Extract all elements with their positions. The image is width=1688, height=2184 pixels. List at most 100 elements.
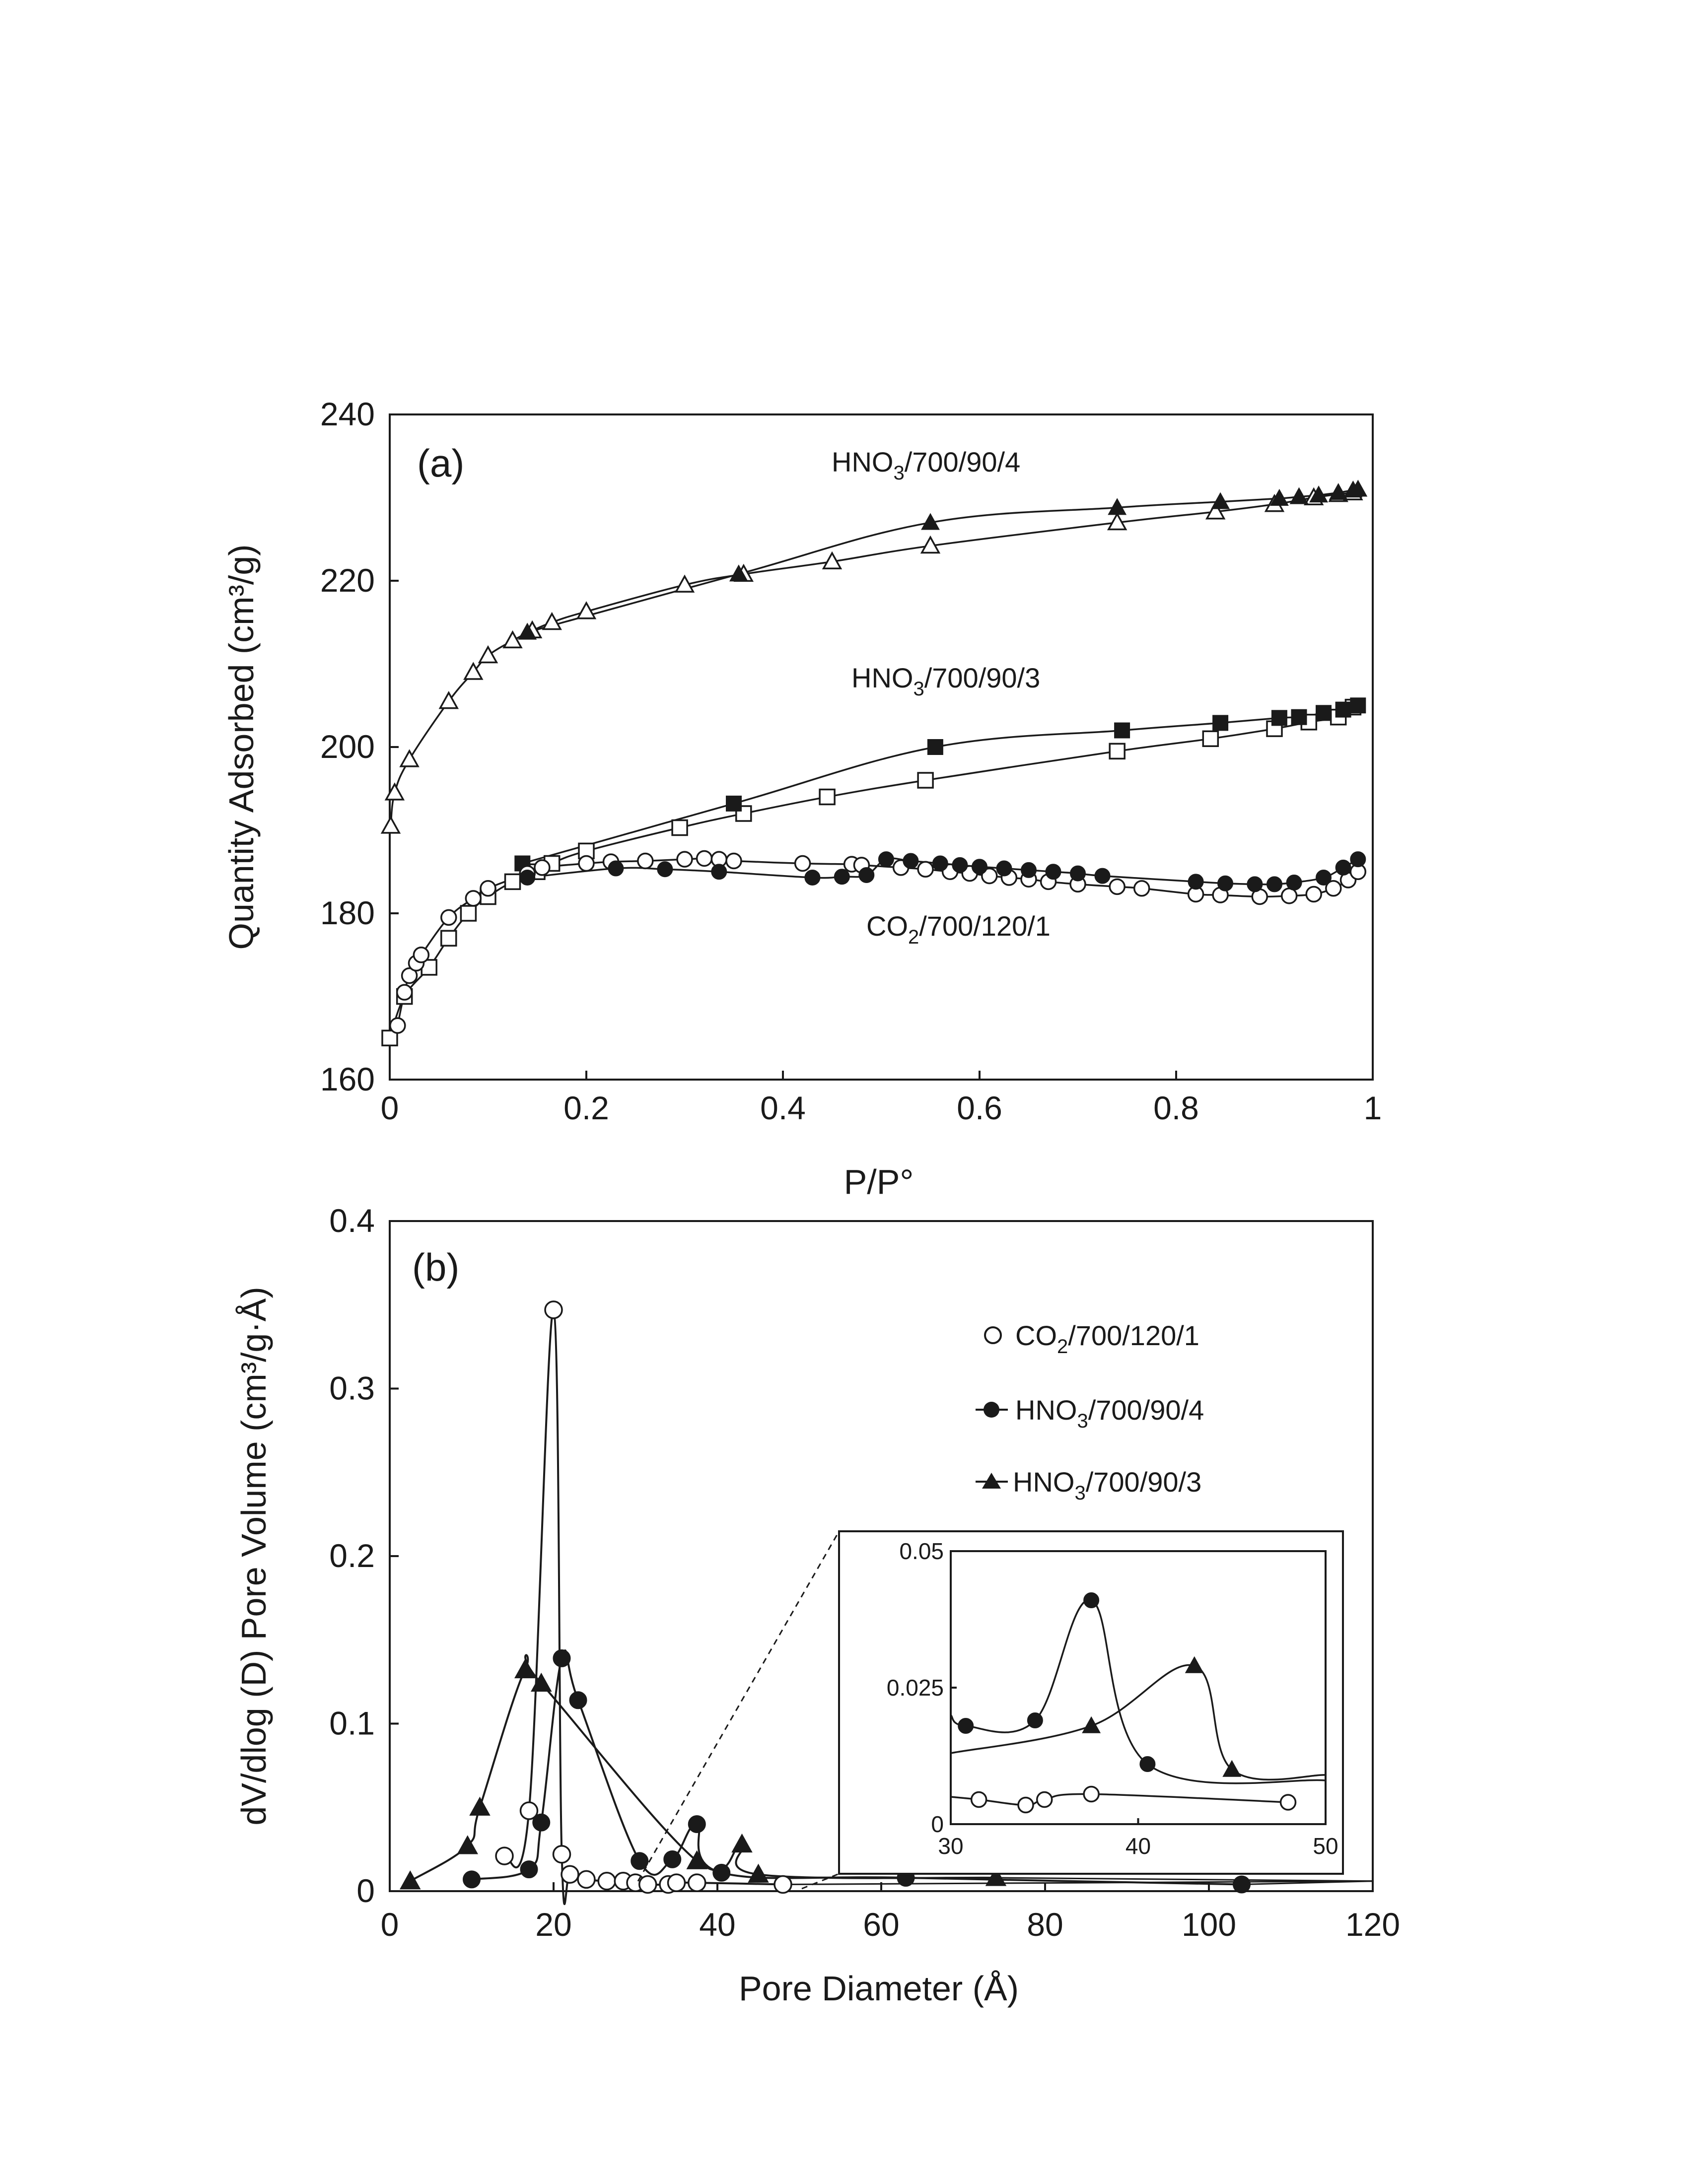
x-tick-label: 0.6 bbox=[957, 1090, 1002, 1126]
data-point-triangle-filled bbox=[531, 1672, 552, 1692]
x-tick-label: 40 bbox=[699, 1906, 735, 1943]
series-tail-line bbox=[782, 1880, 1373, 1885]
data-point-circle-open bbox=[389, 1017, 406, 1034]
data-point-circle-filled bbox=[1316, 869, 1332, 886]
data-point-circle-open bbox=[676, 851, 693, 868]
data-point-circle-filled bbox=[631, 1852, 649, 1870]
data-point-circle-filled bbox=[711, 864, 727, 880]
data-point-circle-filled bbox=[972, 859, 987, 875]
data-point-square-filled bbox=[927, 739, 943, 755]
data-point-square-open bbox=[917, 772, 934, 789]
data-point-circle-filled bbox=[1070, 865, 1086, 882]
data-point-circle-filled bbox=[663, 1850, 682, 1868]
data-point-circle-open bbox=[774, 1875, 792, 1894]
data-point-triangle-open bbox=[1205, 501, 1226, 520]
data-point-square-open bbox=[819, 788, 836, 806]
data-point-circle-filled bbox=[804, 869, 821, 886]
x-tick-label: 100 bbox=[1182, 1906, 1236, 1943]
y-tick-label: 160 bbox=[320, 1061, 375, 1097]
panel-b-legend: CO2/700/120/1 HNO3/700/90/4 HNO3/700/90/… bbox=[976, 1320, 1204, 1504]
data-point-circle-open bbox=[917, 861, 934, 878]
data-point-triangle-filled bbox=[1348, 479, 1368, 497]
data-point-square-filled bbox=[1350, 697, 1366, 714]
data-point-circle-open bbox=[725, 852, 742, 870]
data-point-circle-filled bbox=[1027, 1712, 1043, 1728]
data-point-triangle-filled bbox=[1211, 492, 1230, 509]
data-point-square-open bbox=[460, 905, 477, 922]
data-point-circle-open bbox=[577, 1870, 596, 1889]
data-point-circle-open bbox=[544, 1300, 563, 1319]
x-tick-label: 40 bbox=[1125, 1833, 1151, 1859]
data-point-circle-filled bbox=[834, 869, 850, 885]
data-point-circle-open bbox=[1036, 1791, 1053, 1808]
legend-item-co2: CO2/700/120/1 bbox=[984, 1320, 1199, 1358]
series-label-hno3-700-90-4: HNO3/700/90/4 bbox=[832, 446, 1020, 484]
inset-y-ticks: 0 0.025 0.05 bbox=[887, 1538, 957, 1837]
y-tick-label: 0 bbox=[356, 1872, 375, 1909]
data-point-triangle-filled bbox=[921, 513, 940, 530]
legend-item-hno3-3: HNO3/700/90/3 bbox=[976, 1466, 1201, 1504]
data-point-triangle-open bbox=[920, 535, 941, 554]
data-point-circle-filled bbox=[1188, 874, 1204, 890]
data-point-square-filled bbox=[726, 795, 742, 812]
panel-a-plot-frame bbox=[389, 413, 1374, 1081]
x-tick-label: 0.8 bbox=[1153, 1090, 1199, 1126]
panel-b-inset-zoom: 30 40 50 0 0.025 0.05 bbox=[838, 1530, 1344, 1875]
data-point-circle-filled bbox=[657, 861, 673, 878]
legend-marker-filled-triangle bbox=[982, 1473, 1001, 1489]
data-point-circle-open bbox=[688, 1873, 706, 1892]
panel-b-x-ticks: 0 20 40 60 80 100 120 bbox=[381, 1882, 1400, 1943]
x-tick-label: 60 bbox=[863, 1906, 899, 1943]
data-point-circle-filled bbox=[1335, 859, 1351, 876]
data-point-square-open bbox=[440, 930, 457, 947]
data-point-triangle-filled bbox=[1269, 488, 1289, 506]
data-point-triangle-open bbox=[384, 782, 405, 801]
legend-label-co2: CO2/700/120/1 bbox=[1015, 1320, 1199, 1358]
data-point-circle-open bbox=[578, 855, 595, 872]
data-point-triangle-filled bbox=[729, 564, 748, 582]
panel-b-series-markers bbox=[400, 1300, 1251, 1894]
x-tick-label: 1 bbox=[1364, 1090, 1382, 1126]
data-point-circle-filled bbox=[858, 867, 875, 883]
data-point-circle-open bbox=[981, 867, 998, 885]
data-point-circle-filled bbox=[463, 1870, 481, 1889]
data-point-circle-open bbox=[561, 1865, 579, 1884]
data-point-triangle-open bbox=[463, 662, 484, 680]
data-point-circle-filled bbox=[532, 1813, 551, 1832]
data-point-circle-open bbox=[401, 967, 418, 984]
data-point-circle-filled bbox=[958, 1718, 974, 1734]
data-point-triangle-filled bbox=[985, 1867, 1007, 1886]
data-point-circle-filled bbox=[878, 851, 894, 868]
series-label-co2-700-120-1: CO2/700/120/1 bbox=[866, 910, 1051, 948]
data-point-circle-filled bbox=[1266, 876, 1282, 892]
y-tick-label: 0.05 bbox=[899, 1538, 944, 1564]
y-tick-label: 200 bbox=[320, 728, 375, 765]
series-line bbox=[390, 491, 1353, 826]
panel-b-x-axis-label: Pore Diameter (Å) bbox=[739, 1969, 1019, 2008]
x-tick-label: 80 bbox=[1027, 1906, 1063, 1943]
data-point-circle-filled bbox=[520, 1860, 538, 1879]
data-point-square-open bbox=[671, 819, 688, 836]
data-point-triangle-open bbox=[380, 816, 401, 834]
panel-a-x-ticks: 0 0.2 0.4 0.6 0.8 1 bbox=[381, 1071, 1382, 1126]
data-point-square-open bbox=[504, 873, 521, 890]
x-tick-label: 0 bbox=[381, 1906, 399, 1943]
legend-label-hno3-3: HNO3/700/90/3 bbox=[1013, 1466, 1201, 1504]
data-point-circle-filled bbox=[553, 1649, 571, 1667]
data-point-triangle-filled bbox=[1329, 483, 1348, 500]
legend-marker-open-circle bbox=[984, 1326, 1002, 1344]
data-point-circle-filled bbox=[519, 869, 536, 886]
panel-b-y-axis-label: dV/dlog (D) Pore Volume (cm³/g·Å) bbox=[234, 1287, 273, 1825]
data-point-triangle-filled bbox=[457, 1835, 478, 1854]
data-point-triangle-open bbox=[438, 691, 459, 709]
data-point-circle-filled bbox=[1094, 868, 1111, 884]
data-point-circle-open bbox=[534, 859, 551, 876]
data-point-circle-open bbox=[495, 1846, 514, 1865]
data-point-circle-open bbox=[465, 890, 482, 907]
data-point-circle-filled bbox=[608, 860, 624, 877]
series-tail-line bbox=[995, 1877, 1373, 1882]
series-line bbox=[503, 1308, 783, 1905]
data-point-circle-open bbox=[519, 1801, 539, 1820]
x-tick-label: 120 bbox=[1345, 1906, 1400, 1943]
y-tick-label: 0.4 bbox=[329, 1202, 375, 1239]
